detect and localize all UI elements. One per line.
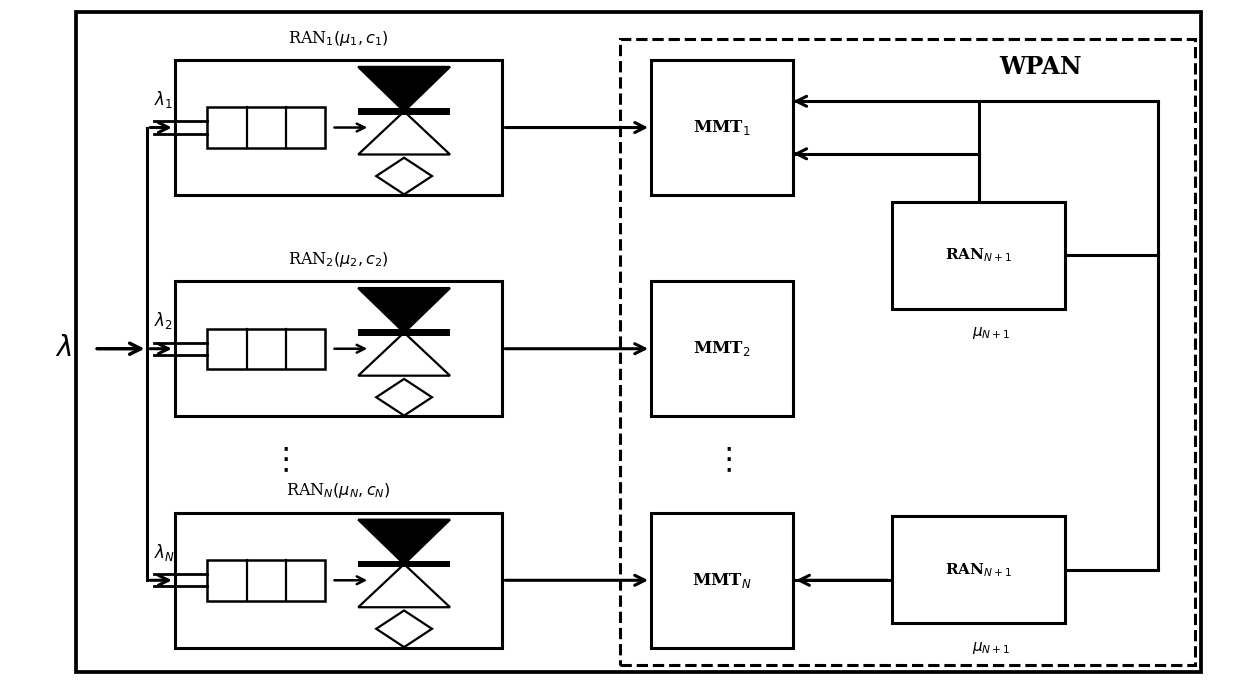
Text: RAN$_1(\mu_1,c_1)$: RAN$_1(\mu_1,c_1)$: [288, 28, 389, 48]
Bar: [358, 108, 450, 115]
Polygon shape: [376, 379, 432, 416]
Bar: [651, 513, 794, 648]
Polygon shape: [376, 158, 432, 194]
Bar: [358, 329, 450, 336]
Text: $\lambda_1$: $\lambda_1$: [154, 90, 172, 110]
Bar: [175, 60, 502, 195]
Polygon shape: [358, 111, 450, 155]
Polygon shape: [376, 611, 432, 647]
Bar: [651, 60, 794, 195]
Polygon shape: [358, 564, 450, 607]
Bar: [620, 40, 1195, 665]
Text: RAN$_2(\mu_2,c_2)$: RAN$_2(\mu_2,c_2)$: [288, 250, 389, 269]
Text: $\lambda_N$: $\lambda_N$: [154, 542, 175, 563]
Bar: [651, 281, 794, 416]
Bar: [175, 281, 502, 416]
Text: MMT$_1$: MMT$_1$: [693, 118, 751, 137]
Text: MMT$_2$: MMT$_2$: [693, 339, 751, 358]
Bar: [207, 560, 325, 600]
Text: RAN$_{N+1}$: RAN$_{N+1}$: [945, 246, 1013, 264]
Polygon shape: [358, 288, 450, 332]
Text: WPAN: WPAN: [999, 55, 1083, 79]
Text: $\vdots$: $\vdots$: [713, 446, 732, 477]
Text: $\mu_{N+1}$: $\mu_{N+1}$: [972, 640, 1011, 656]
Bar: [893, 516, 1065, 623]
Text: RAN$_{N+1}$: RAN$_{N+1}$: [945, 561, 1013, 579]
Polygon shape: [358, 67, 450, 111]
Bar: [175, 513, 502, 648]
Bar: [207, 328, 325, 369]
Bar: [207, 108, 325, 148]
Text: MMT$_N$: MMT$_N$: [692, 570, 751, 590]
Bar: [893, 202, 1065, 309]
Text: $\vdots$: $\vdots$: [270, 446, 289, 477]
Bar: [358, 561, 450, 568]
Polygon shape: [358, 332, 450, 375]
Text: $\lambda$: $\lambda$: [55, 335, 72, 362]
Text: RAN$_N(\mu_N,c_N)$: RAN$_N(\mu_N,c_N)$: [286, 482, 391, 500]
Text: $\mu_{N+1}$: $\mu_{N+1}$: [972, 325, 1011, 341]
Polygon shape: [358, 520, 450, 564]
Text: $\lambda_2$: $\lambda_2$: [154, 310, 172, 332]
